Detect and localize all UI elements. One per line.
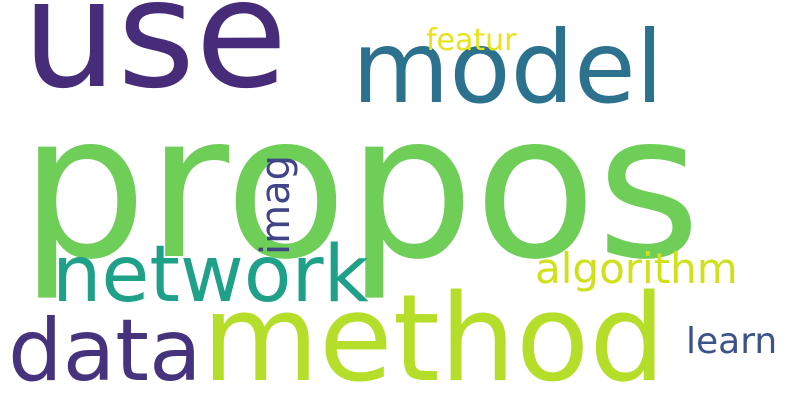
word-imag: imag bbox=[253, 155, 299, 255]
word-model: model bbox=[352, 9, 664, 126]
word-method: method bbox=[202, 270, 666, 400]
word-algorithm: algorithm bbox=[535, 244, 738, 293]
word-network: network bbox=[52, 230, 369, 320]
word-propos: propos bbox=[20, 71, 701, 304]
word-featur: featur bbox=[426, 23, 517, 58]
word-use: use bbox=[22, 0, 288, 122]
word-learn: learn bbox=[686, 321, 778, 362]
word-data: data bbox=[8, 301, 202, 400]
